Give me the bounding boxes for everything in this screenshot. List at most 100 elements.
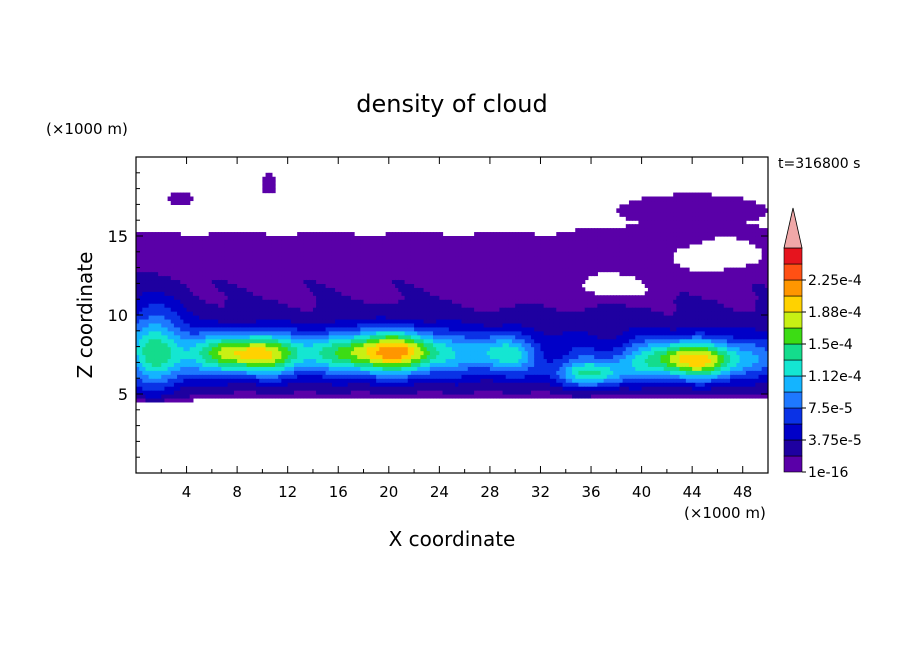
field-cell — [499, 239, 504, 245]
field-cell — [151, 279, 156, 284]
field-cell — [464, 370, 469, 375]
field-cell — [271, 322, 276, 328]
field-cell — [467, 251, 472, 257]
field-cell — [401, 247, 406, 253]
field-cell — [357, 334, 361, 340]
field-cell — [414, 255, 418, 261]
field-cell — [505, 279, 510, 284]
field-cell — [420, 251, 425, 257]
field-cell — [483, 330, 488, 336]
field-cell — [284, 342, 289, 348]
field-cell — [275, 315, 279, 320]
field-cell — [436, 236, 440, 241]
field-cell — [287, 326, 292, 332]
field-cell — [211, 236, 216, 241]
field-cell — [240, 342, 245, 348]
field-cell — [328, 338, 333, 344]
field-cell — [303, 299, 308, 304]
field-cell — [470, 318, 475, 324]
field-cell — [407, 232, 412, 237]
field-cell — [480, 374, 485, 379]
field-cell — [243, 322, 248, 328]
field-cell — [360, 291, 365, 296]
field-cell — [470, 275, 475, 281]
field-cell — [237, 267, 241, 273]
field-cell — [237, 243, 241, 249]
field-cell — [252, 346, 257, 352]
field-cell — [420, 342, 425, 348]
field-cell — [335, 382, 339, 387]
field-cell — [502, 350, 507, 356]
field-cell — [252, 307, 257, 312]
field-cell — [404, 322, 409, 328]
field-cell — [414, 322, 418, 328]
field-cell — [252, 287, 257, 292]
field-cell — [505, 303, 510, 308]
field-cell — [341, 259, 346, 265]
field-cell — [227, 287, 232, 292]
field-cell — [164, 370, 169, 375]
field-cell — [218, 370, 222, 375]
field-cell — [189, 243, 194, 249]
field-cell — [404, 232, 409, 237]
field-cell — [467, 362, 472, 367]
field-cell — [199, 291, 203, 296]
field-cell — [398, 236, 403, 241]
field-cell — [309, 338, 314, 344]
field-cell — [391, 382, 396, 387]
field-cell — [189, 378, 194, 383]
field-cell — [379, 243, 384, 249]
field-cell — [154, 315, 159, 320]
field-cell — [499, 263, 504, 269]
cloud-field — [136, 172, 768, 403]
field-cell — [486, 307, 491, 312]
field-cell — [439, 263, 444, 269]
field-cell — [347, 243, 352, 249]
field-cell — [259, 330, 263, 336]
field-cell — [420, 247, 425, 253]
field-cell — [312, 267, 317, 273]
field-cell — [322, 370, 327, 375]
field-cell — [262, 275, 267, 281]
field-cell — [170, 318, 175, 324]
field-cell — [489, 232, 494, 237]
field-cell — [347, 311, 352, 316]
field-cell — [136, 362, 140, 367]
field-cell — [154, 358, 159, 363]
field-cell — [211, 370, 216, 375]
field-cell — [414, 287, 418, 292]
field-cell — [246, 330, 251, 336]
field-cell — [142, 279, 147, 284]
field-cell — [486, 251, 491, 257]
field-cell — [477, 263, 482, 269]
field-cell — [331, 330, 336, 336]
field-cell — [180, 315, 184, 320]
field-cell — [303, 303, 308, 308]
field-cell — [243, 247, 248, 253]
field-cell — [448, 259, 453, 265]
field-cell — [414, 291, 418, 296]
field-cell — [230, 354, 235, 360]
field-cell — [398, 287, 403, 292]
field-cell — [363, 318, 368, 324]
field-cell — [338, 346, 342, 352]
field-cell — [417, 247, 421, 253]
field-cell — [376, 307, 380, 312]
field-cell — [338, 378, 342, 383]
field-cell — [252, 358, 257, 363]
field-cell — [199, 263, 203, 269]
field-cell — [218, 259, 222, 265]
field-cell — [385, 370, 390, 375]
field-cell — [480, 247, 485, 253]
field-cell — [505, 255, 510, 261]
field-cell — [233, 239, 238, 245]
field-cell — [306, 287, 311, 292]
field-cell — [196, 354, 200, 360]
field-cell — [373, 275, 377, 281]
field-cell — [385, 394, 390, 399]
field-cell — [319, 315, 324, 320]
field-cell — [246, 275, 251, 281]
field-cell — [319, 370, 324, 375]
field-cell — [331, 315, 336, 320]
field-cell — [354, 255, 358, 261]
